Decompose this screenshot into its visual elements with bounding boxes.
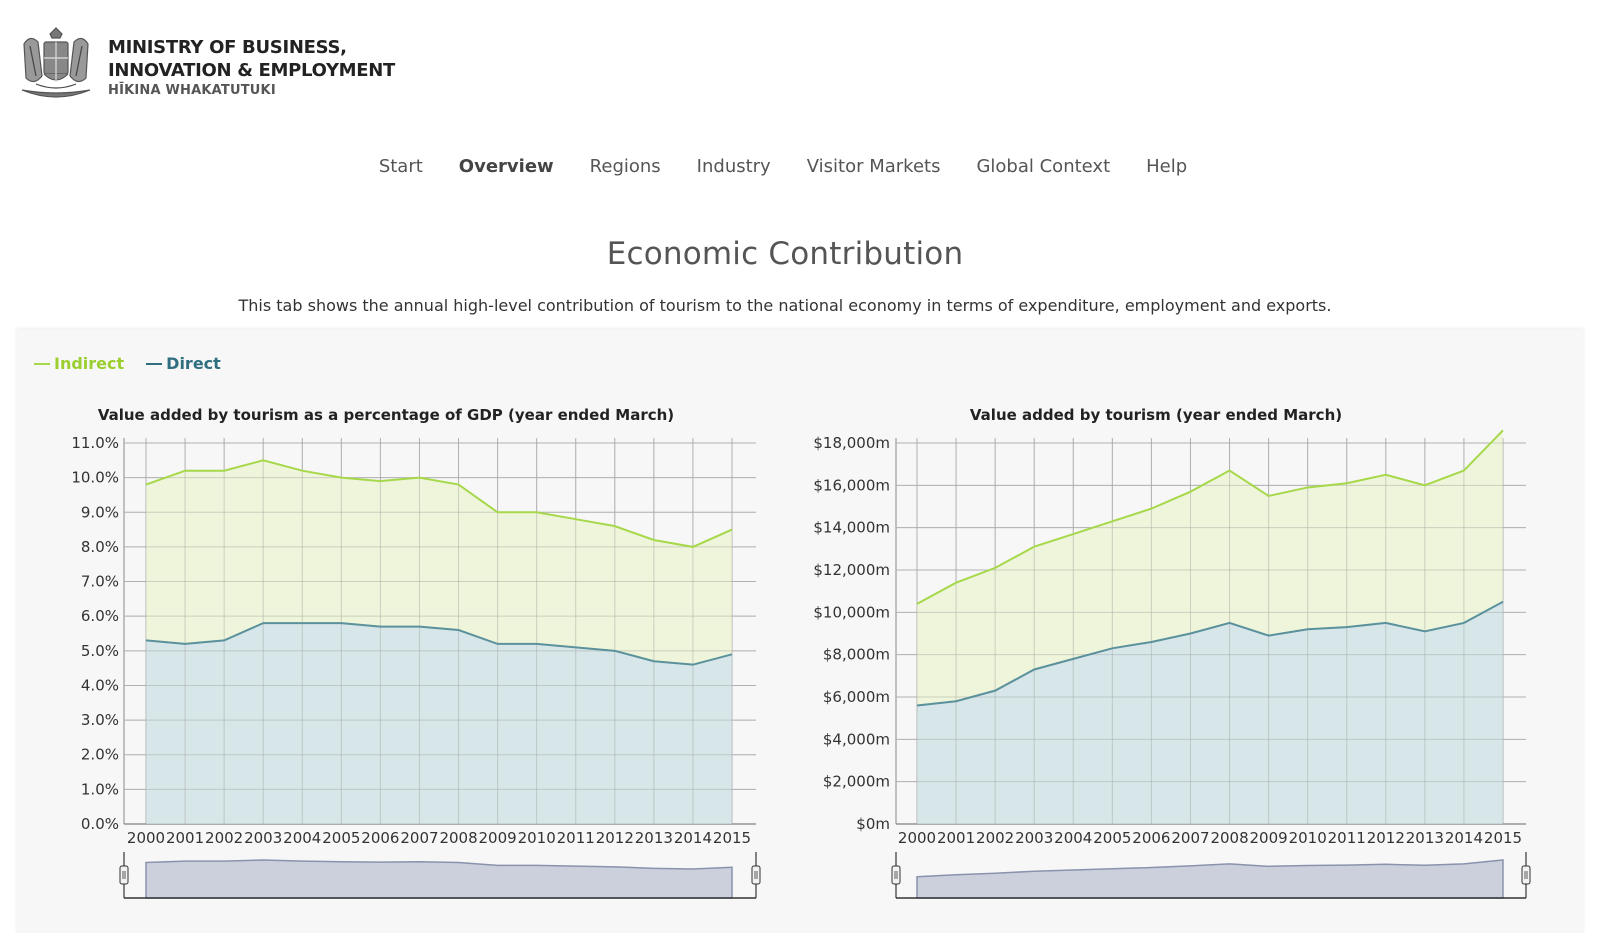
page-title: Economic Contribution — [0, 236, 1600, 272]
page-title-text: Economic Contribution — [606, 236, 964, 272]
org-name[interactable]: MINISTRY OF BUSINESS, INNOVATION & EMPLO… — [108, 36, 395, 82]
nav-item-global-context[interactable]: Global Context — [976, 156, 1111, 177]
charts-panel: Indirect Direct — [16, 330, 1584, 933]
site-header: MINISTRY OF BUSINESS, INNOVATION & EMPLO… — [16, 26, 436, 106]
org-name-line2: INNOVATION & EMPLOYMENT — [108, 60, 396, 81]
nav-item-visitor-markets[interactable]: Visitor Markets — [806, 156, 941, 177]
chart-legend: Indirect Direct — [34, 354, 221, 373]
legend-swatch-indirect — [34, 362, 50, 365]
legend-label-indirect: Indirect — [54, 354, 125, 373]
legend-item-indirect[interactable]: Indirect — [34, 354, 124, 373]
nav-item-overview[interactable]: Overview — [458, 156, 554, 177]
nav-item-industry[interactable]: Industry — [696, 156, 771, 177]
main-nav: Start Overview Regions Industry Visitor Mark… — [0, 156, 1600, 177]
org-name-line1: MINISTRY OF BUSINESS, — [108, 37, 347, 58]
nav-item-help[interactable]: Help — [1146, 156, 1188, 177]
page-description-text: This tab shows the annual high-level con… — [238, 296, 1332, 315]
nav-item-regions[interactable]: Regions — [589, 156, 661, 177]
legend-item-direct[interactable]: Direct — [146, 354, 221, 373]
legend-swatch-direct — [146, 362, 163, 365]
nav-item-start[interactable]: Start — [378, 156, 423, 177]
page-description: This tab shows the annual high-level con… — [0, 296, 1600, 315]
legend-label-direct: Direct — [166, 354, 221, 373]
nz-coat-of-arms-icon[interactable] — [16, 26, 96, 104]
org-subtitle: HĪKINA WHAKATUTUKI — [108, 83, 276, 98]
